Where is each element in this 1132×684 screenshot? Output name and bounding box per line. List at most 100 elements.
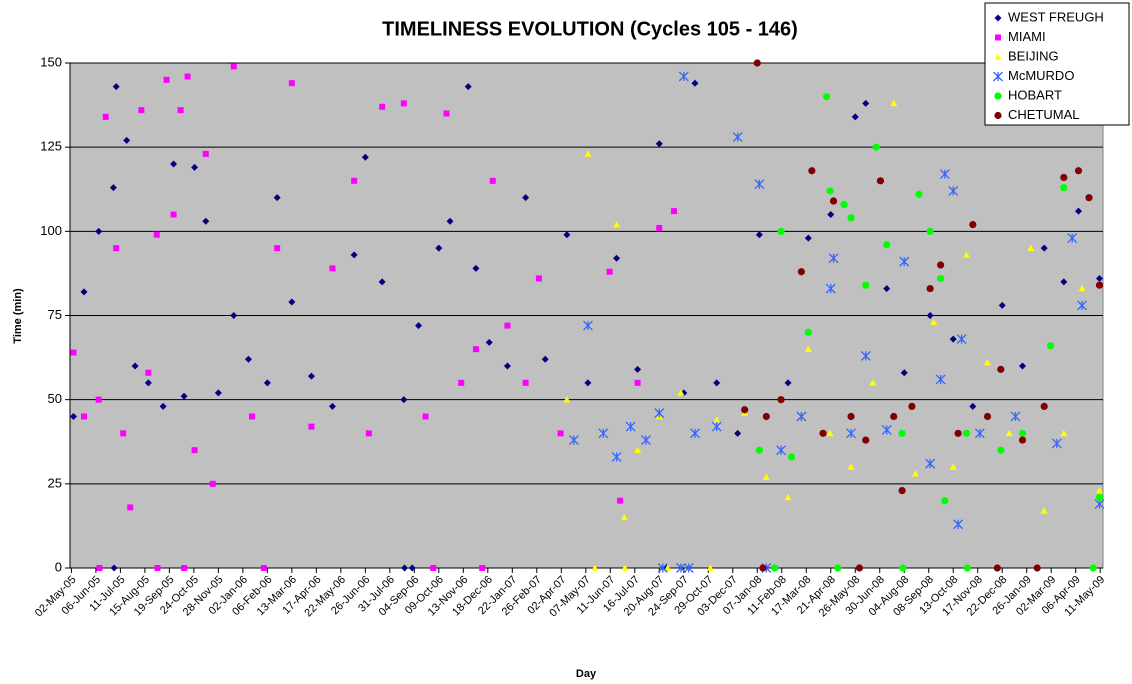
point (1040, 507, 1048, 514)
point (472, 264, 480, 272)
legend-marker (994, 14, 1002, 22)
point (900, 369, 908, 377)
point (329, 265, 336, 272)
point (1075, 207, 1083, 215)
point (787, 453, 796, 461)
series-2 (563, 99, 1104, 571)
point (230, 312, 238, 319)
point (464, 83, 472, 91)
point (361, 153, 369, 161)
point (937, 261, 945, 269)
point (263, 379, 271, 387)
point (541, 355, 549, 363)
point (379, 103, 386, 110)
point (184, 73, 191, 80)
point (307, 372, 315, 380)
point (113, 245, 120, 252)
legend-marker (995, 34, 1001, 41)
point (102, 113, 109, 120)
point (926, 312, 934, 319)
point (288, 298, 296, 306)
legend-label: WEST FREUGH (1008, 9, 1104, 24)
point (1096, 274, 1104, 282)
y-tick-label: 75 (48, 307, 62, 322)
legend-label: MIAMI (1008, 29, 1046, 44)
point (771, 564, 779, 572)
point (209, 480, 216, 487)
point (95, 227, 103, 235)
point (535, 275, 542, 282)
point (826, 429, 834, 437)
point (584, 379, 592, 387)
point (759, 564, 767, 572)
point (804, 328, 812, 336)
y-tick-label: 125 (40, 139, 62, 154)
point (244, 355, 252, 363)
point (154, 565, 161, 571)
point (180, 392, 188, 400)
point (584, 150, 592, 157)
point (962, 429, 971, 437)
point (202, 217, 210, 225)
point (163, 76, 170, 83)
series-4 (755, 93, 1104, 572)
point (911, 470, 919, 477)
point (110, 564, 118, 572)
point (777, 227, 785, 235)
point (582, 320, 593, 331)
point (949, 335, 957, 343)
point (191, 163, 199, 171)
point (755, 446, 763, 454)
point (963, 564, 971, 572)
point (855, 564, 864, 572)
point (683, 563, 694, 573)
point (954, 429, 962, 437)
point (657, 563, 668, 573)
point (131, 362, 139, 370)
point (755, 231, 763, 239)
point (1077, 300, 1087, 311)
point (214, 389, 222, 397)
point (159, 402, 167, 410)
point (96, 565, 103, 571)
point (819, 429, 827, 437)
point (288, 80, 295, 87)
series-1 (70, 63, 677, 571)
point (248, 413, 255, 420)
point (939, 169, 950, 180)
point (191, 447, 198, 454)
point (930, 318, 938, 326)
point (997, 446, 1005, 454)
series-3 (568, 71, 1105, 573)
point (504, 322, 511, 329)
y-tick-label: 150 (40, 54, 62, 69)
point (804, 345, 812, 352)
point (762, 412, 770, 421)
point (109, 184, 117, 192)
series-0 (69, 79, 1104, 572)
point (956, 334, 967, 345)
point (80, 413, 87, 420)
point (1078, 285, 1086, 292)
point (915, 190, 923, 198)
point (1027, 244, 1035, 251)
point (1010, 411, 1021, 422)
point (826, 187, 834, 195)
y-axis-label: Time (min) (12, 288, 24, 344)
point (1060, 173, 1068, 182)
point (613, 221, 621, 228)
point (170, 160, 178, 168)
point (691, 79, 699, 87)
point (937, 274, 945, 283)
point (563, 396, 571, 403)
point (351, 177, 358, 184)
point (676, 563, 686, 573)
point (472, 346, 479, 353)
point (941, 497, 949, 505)
point (1094, 499, 1105, 509)
chart-title: TIMELINESS EVOLUTION (Cycles 105 - 146) (382, 18, 798, 40)
point (1089, 564, 1097, 572)
point (1019, 362, 1027, 370)
point (713, 416, 721, 423)
point (400, 100, 407, 107)
